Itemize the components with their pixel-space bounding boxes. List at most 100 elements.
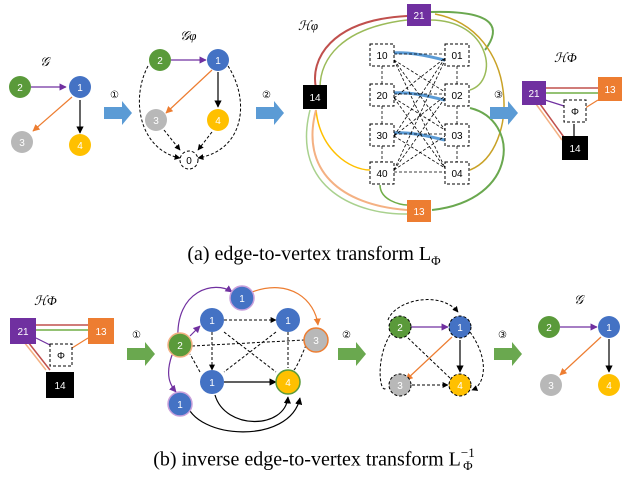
curve-21-04 xyxy=(434,13,505,171)
node-1-label: 1 xyxy=(215,56,221,67)
step-2-arrow-top: ② xyxy=(256,90,284,125)
blue-arrow xyxy=(490,101,518,125)
dashed-2-3 xyxy=(191,339,306,347)
curve-21-01 xyxy=(429,10,494,51)
square-14-label: 14 xyxy=(54,381,66,392)
dashed-3-4 xyxy=(293,344,307,371)
square-21 xyxy=(407,4,431,26)
node-1a-label: 1 xyxy=(239,294,245,305)
edge-2-1e xyxy=(168,354,177,393)
box-40 xyxy=(369,161,395,185)
node-1 xyxy=(69,76,91,98)
phi-label: Φ xyxy=(571,107,579,118)
edge-1-3 xyxy=(32,96,73,132)
edge-2-1b xyxy=(189,325,201,337)
square-14 xyxy=(46,372,74,398)
link-21-phi xyxy=(544,99,565,107)
graph-hPhi-top: ℋΦ 21 13 Φ 14 xyxy=(522,50,622,160)
node-3 xyxy=(303,327,329,353)
expanded-graph: 2 1 1 1 3 1 4 1 xyxy=(167,285,329,433)
node-2-label: 2 xyxy=(157,56,163,67)
caption-b-subscript: Φ xyxy=(463,458,473,473)
node-1 xyxy=(598,316,620,338)
node-2 xyxy=(167,332,193,358)
step-1-arrow-bottom: ① xyxy=(127,330,155,366)
node-1c-label: 1 xyxy=(285,316,291,327)
node-3-label: 3 xyxy=(19,138,25,149)
dashed-2-3 xyxy=(379,334,391,390)
graph-hphi-label: ℋφ xyxy=(298,18,318,33)
node-1-label: 1 xyxy=(457,323,463,334)
link-13-phi xyxy=(71,337,89,349)
curve-21-02 xyxy=(429,19,488,91)
box-02-label: 02 xyxy=(451,91,463,102)
square-21 xyxy=(522,81,546,105)
graph-g-label: 𝒢 xyxy=(40,54,52,69)
caption-a: (a) edge-to-vertex transform LΦ xyxy=(0,243,628,269)
dashed-2-1 xyxy=(387,299,459,321)
box-01-label: 01 xyxy=(451,51,463,62)
curve-14-13-b xyxy=(305,109,408,215)
caption-a-subscript: Φ xyxy=(431,253,441,268)
node-1d-label: 1 xyxy=(209,378,215,389)
step-3-arrow-top: ③ xyxy=(490,90,518,125)
node-1e xyxy=(167,391,193,417)
curve-21-14 xyxy=(314,15,408,89)
phi-label: Φ xyxy=(57,351,65,362)
box-03 xyxy=(444,123,470,147)
step-1-label: ① xyxy=(110,90,119,101)
box-20-label: 20 xyxy=(376,91,388,102)
curve-14-13 xyxy=(311,109,408,211)
caption-b: (b) inverse edge-to-vertex transform L −1… xyxy=(0,446,628,474)
step-2-label: ② xyxy=(262,90,271,101)
link-21-phi xyxy=(35,337,51,346)
edge-2-1a xyxy=(177,285,233,341)
square-13 xyxy=(598,77,622,101)
link-21-14-b xyxy=(535,103,563,141)
edge-loop-4 xyxy=(214,394,291,423)
node-2 xyxy=(538,316,560,338)
edge-1-3 xyxy=(559,336,602,376)
square-21-label: 21 xyxy=(17,327,29,338)
square-13 xyxy=(88,318,114,344)
dashed-1c-1d xyxy=(223,331,277,373)
blue-arrow xyxy=(104,101,132,125)
graph-hPhi-label: ℋΦ xyxy=(34,293,57,308)
node-3-label: 3 xyxy=(548,381,554,392)
box-04 xyxy=(444,161,470,185)
node-1c xyxy=(276,308,300,332)
square-21 xyxy=(10,318,36,344)
graph-reduced: 2 1 3 4 xyxy=(379,299,484,397)
box-30 xyxy=(369,123,395,147)
node-2 xyxy=(9,76,31,98)
node-3-label: 3 xyxy=(313,336,319,347)
node-0 xyxy=(179,150,199,170)
node-4-label: 4 xyxy=(215,116,221,127)
caption-b-text: (b) inverse edge-to-vertex transform L xyxy=(153,448,461,471)
node-4 xyxy=(448,373,472,397)
graph-hPhi-label: ℋΦ xyxy=(554,50,577,65)
node-1 xyxy=(448,315,472,339)
node-2 xyxy=(149,49,171,71)
phi-box xyxy=(49,343,73,367)
dashed-1-4 xyxy=(469,331,484,391)
node-4-label: 4 xyxy=(285,378,291,389)
node-4 xyxy=(69,134,91,156)
square-14-label: 14 xyxy=(569,144,581,155)
node-1-label: 1 xyxy=(606,323,612,334)
box-10-label: 10 xyxy=(376,51,388,62)
square-14 xyxy=(562,136,588,160)
step-1-arrow-top: ① xyxy=(104,90,132,125)
box-04-label: 04 xyxy=(451,169,463,180)
dashed-edge-3-0 xyxy=(163,129,181,151)
step-3-label: ③ xyxy=(494,90,503,101)
node-4-label: 4 xyxy=(457,381,463,392)
edge-1a-3 xyxy=(251,287,321,326)
square-21-label: 21 xyxy=(528,89,540,100)
node-2-label: 2 xyxy=(397,323,403,334)
caption-b-script: −1 Φ xyxy=(461,446,475,472)
graph-hphi: ℋφ xyxy=(298,4,505,222)
node-4 xyxy=(275,369,301,395)
node-4 xyxy=(207,109,229,131)
